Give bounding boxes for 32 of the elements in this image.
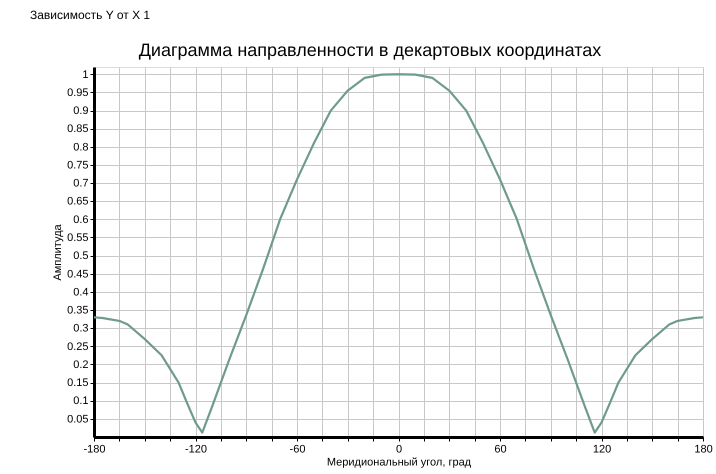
y-tick-label: 0.8 bbox=[73, 141, 88, 154]
y-tick-label: 0.15 bbox=[67, 377, 88, 390]
y-tick-label: 0.85 bbox=[67, 123, 88, 136]
x-tick-label: -180 bbox=[83, 444, 106, 456]
line-series bbox=[92, 73, 704, 434]
x-tick-label: -120 bbox=[184, 444, 208, 456]
x-tick-label: 0 bbox=[396, 444, 402, 456]
chart-title: Диаграмма направленности в декартовых координатах bbox=[138, 40, 602, 60]
x-tick-label: -60 bbox=[290, 444, 306, 456]
x-tick-label: 120 bbox=[592, 444, 612, 456]
x-axis-title: Меридиональный угол, град bbox=[326, 456, 472, 468]
y-tick-label: 0.7 bbox=[73, 178, 88, 190]
y-axis-title: Амплитуда bbox=[52, 224, 64, 281]
y-tick-label: 0.4 bbox=[73, 286, 88, 298]
y-tick-label: 0.95 bbox=[67, 86, 88, 99]
y-tick-label: 0.55 bbox=[67, 232, 88, 244]
y-tick-label: 0.3 bbox=[73, 322, 88, 335]
y-tick-label: 0.75 bbox=[67, 159, 88, 172]
x-tick-label: 60 bbox=[494, 444, 507, 456]
y-tick-label: 0.45 bbox=[67, 268, 88, 280]
y-tick-label: 0.1 bbox=[73, 395, 88, 408]
y-tick-label: 1 bbox=[82, 68, 88, 81]
y-tick-label: 0.5 bbox=[73, 250, 88, 262]
x-tick-label: 180 bbox=[694, 444, 713, 456]
text: Зависимость Y от X 1 bbox=[30, 8, 150, 22]
y-tick-label: 0.35 bbox=[67, 304, 88, 317]
y-tick-label: 0.9 bbox=[73, 105, 88, 118]
y-tick-label: 0.65 bbox=[67, 196, 88, 208]
y-tick-label: 0.05 bbox=[67, 413, 88, 426]
y-tick-label: 0.25 bbox=[67, 340, 88, 353]
y-tick-label: 0.6 bbox=[73, 214, 88, 226]
y-tick-label: 0.2 bbox=[73, 358, 88, 371]
